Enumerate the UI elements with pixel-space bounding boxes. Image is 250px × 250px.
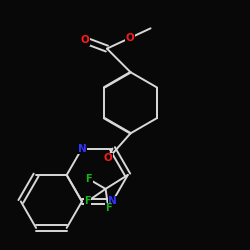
Text: N: N [78, 144, 86, 154]
Text: O: O [80, 35, 89, 45]
Text: O: O [125, 33, 134, 43]
Text: F: F [105, 203, 112, 213]
Text: O: O [104, 153, 113, 163]
Text: F: F [86, 174, 92, 184]
Text: N: N [108, 196, 117, 206]
Text: F: F [84, 196, 91, 206]
